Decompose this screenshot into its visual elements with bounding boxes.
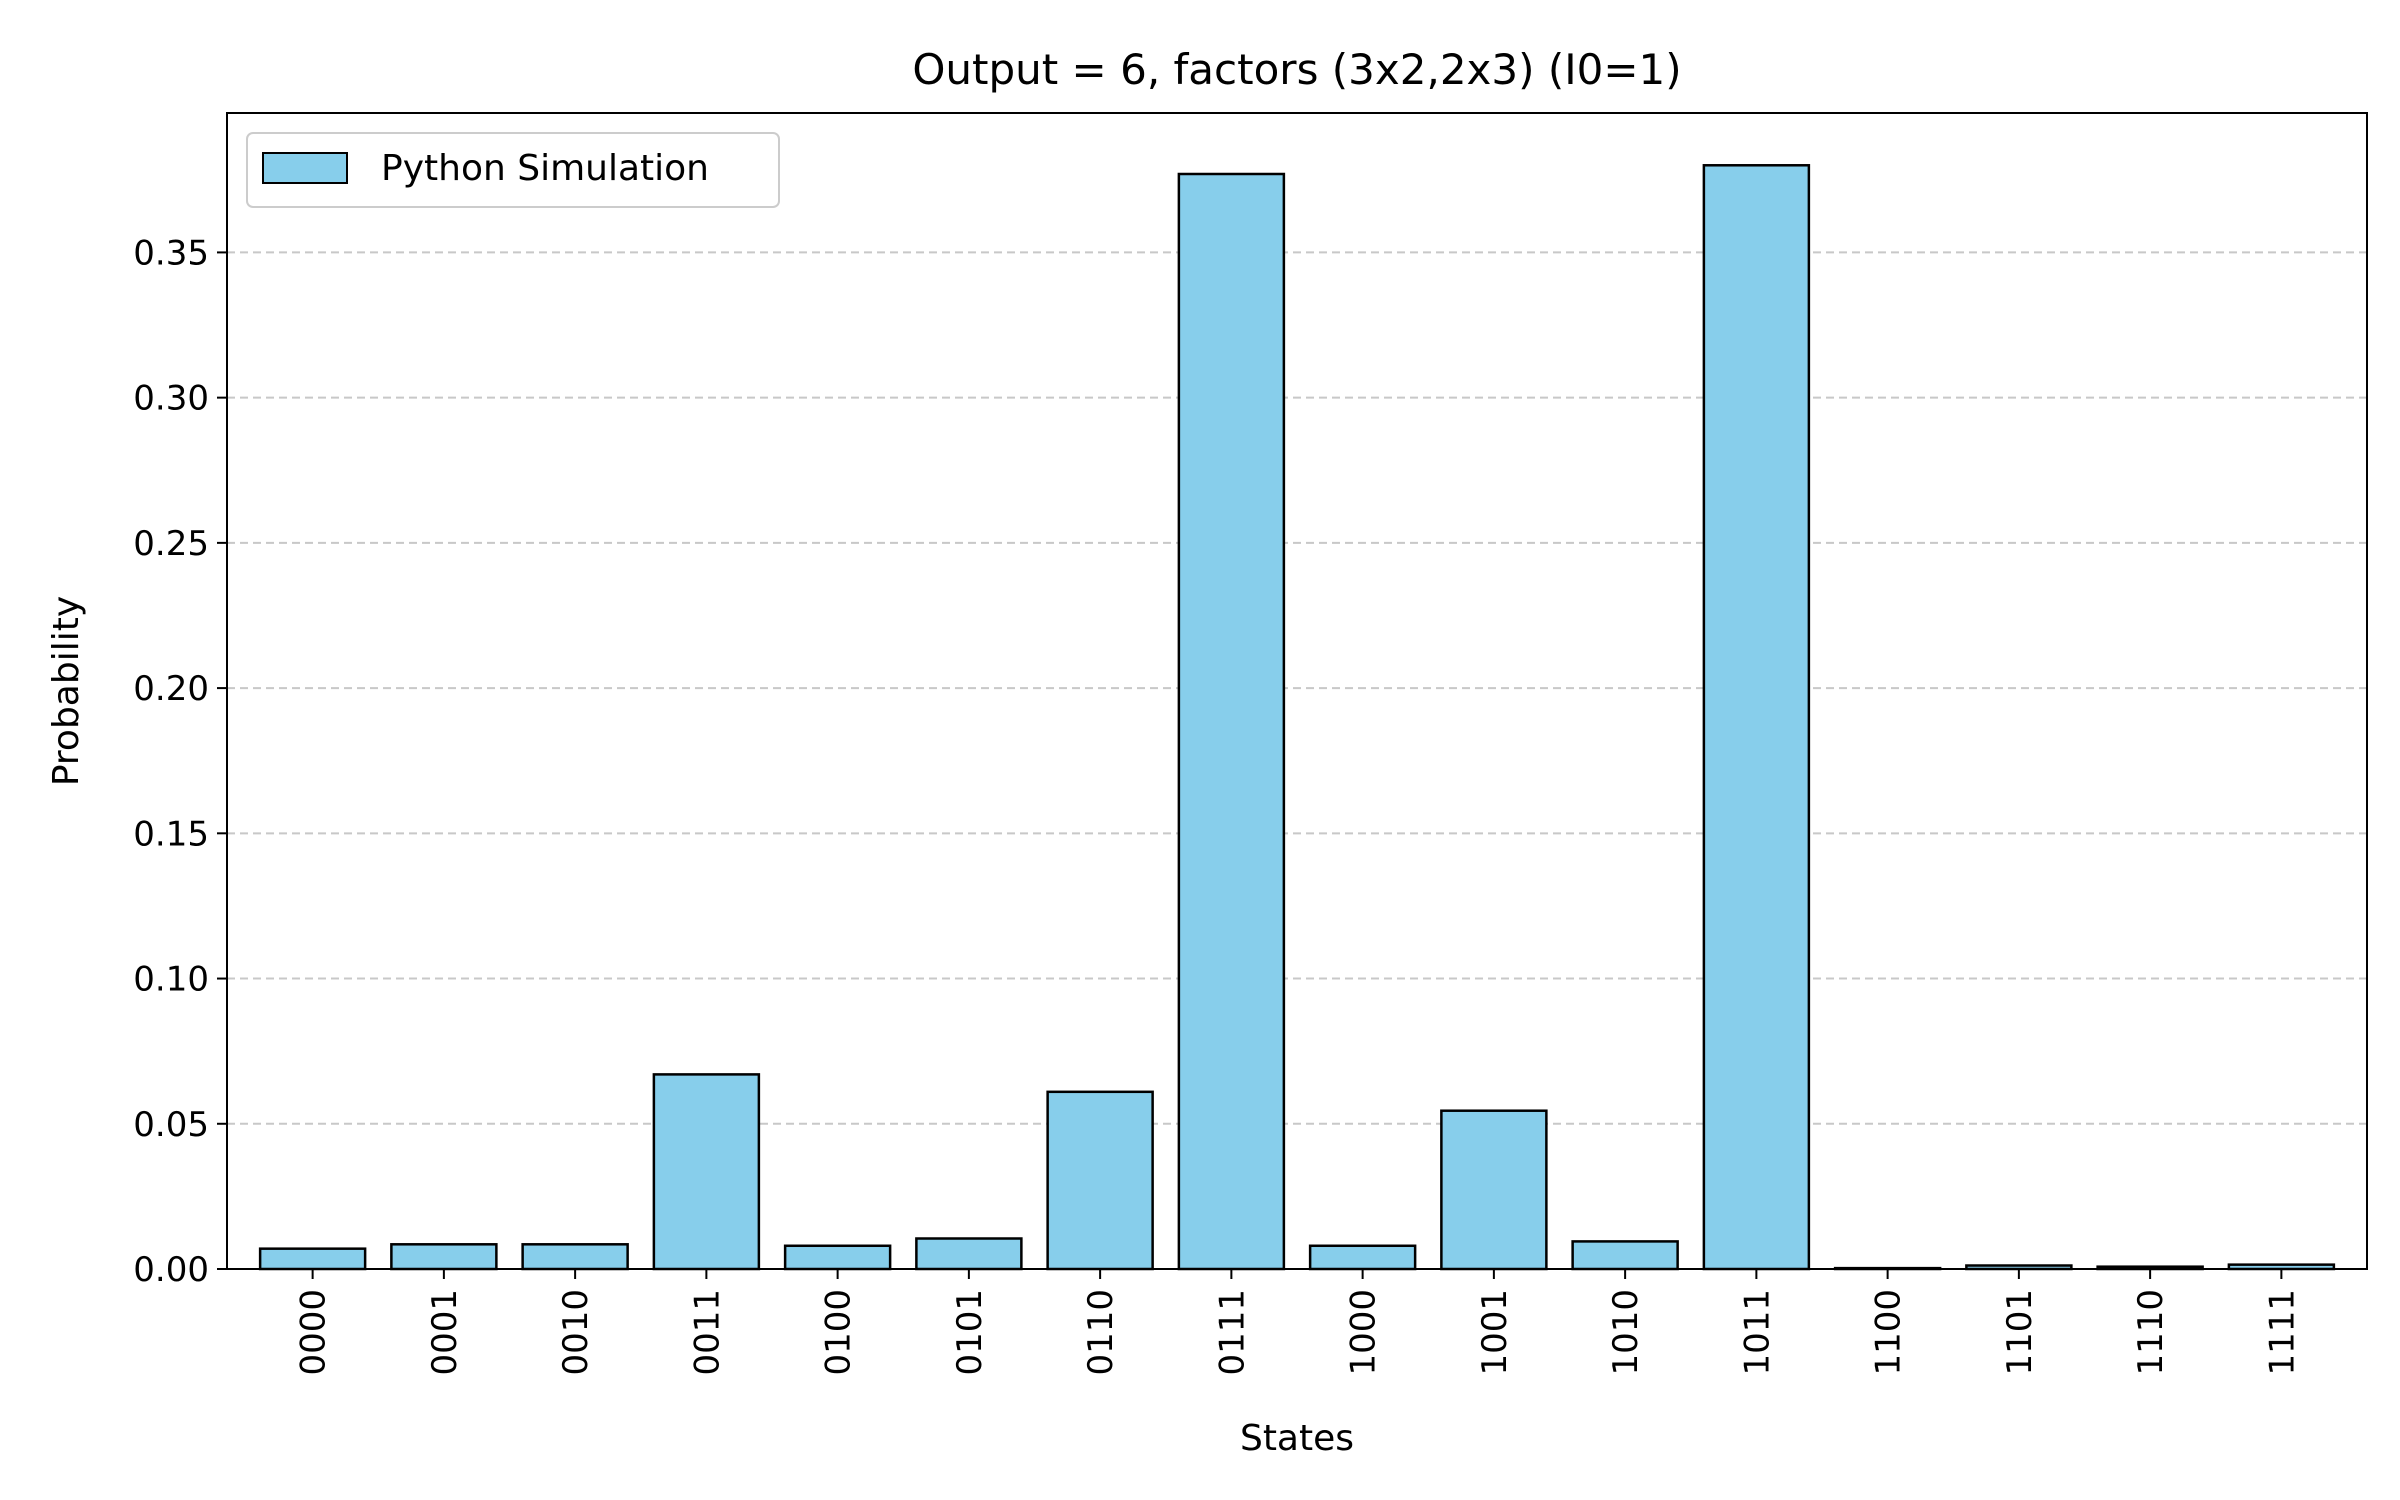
x-tick-label-0011: 0011 [687,1289,727,1376]
plot-frame [226,112,2368,1270]
y-tick-label: 0.15 [133,814,209,854]
y-tick-label: 0.35 [133,233,209,273]
y-tick-label: 0.05 [133,1105,209,1145]
grid-lines [227,251,2367,1125]
x-tick-label-0000: 0000 [294,1289,334,1376]
x-axis: 0000 0001 0010 0011 0100 0101 0110 0111 1000 1001… [294,1269,2302,1376]
legend: Python Simulation [246,132,780,208]
bar-1011 [1702,164,1811,1271]
x-tick-label-0111: 0111 [1212,1289,1252,1376]
x-tick-label-1000: 1000 [1344,1289,1384,1376]
y-tick-label: 0.25 [133,524,209,564]
bars [258,164,2336,1271]
x-tick-label-0110: 0110 [1081,1289,1121,1376]
bar-1001 [1440,1109,1548,1271]
x-tick-label-0001: 0001 [425,1289,465,1376]
x-tick-label-1010: 1010 [1606,1289,1646,1376]
x-tick-label-1001: 1001 [1475,1289,1515,1376]
legend-swatch-python-simulation [262,152,348,184]
bar-0111 [1177,172,1286,1271]
y-axis-label: Probability [46,596,87,786]
bar-0101 [915,1237,1023,1271]
x-tick-label-0101: 0101 [950,1289,990,1376]
x-tick-label-0100: 0100 [819,1289,859,1376]
y-tick-label: 0.10 [133,960,209,1000]
chart-title: Output = 6, factors (3x2,2x3) (I0=1) [912,45,1681,94]
legend-box [246,132,780,208]
bar-0011 [652,1073,761,1271]
bar-0110 [1046,1090,1154,1271]
x-tick-label-1110: 1110 [2131,1289,2171,1376]
bar-0100 [783,1244,892,1271]
x-tick-label-1111: 1111 [2262,1289,2302,1376]
y-tick-label: 0.00 [133,1250,209,1290]
bar-1010 [1571,1240,1679,1271]
y-tick-label: 0.20 [133,669,209,709]
legend-label-python-simulation: Python Simulation [381,148,709,189]
x-tick-label-1011: 1011 [1737,1289,1777,1376]
x-tick-label-1100: 1100 [1869,1289,1909,1376]
y-axis: 0.00 0.05 0.10 0.15 0.20 0.25 0.30 0.35 [133,233,227,1290]
bar-0010 [521,1243,629,1271]
x-tick-label-0010: 0010 [556,1289,596,1376]
y-tick-label: 0.30 [133,379,209,419]
bar-0000 [258,1247,367,1271]
x-tick-label-1101: 1101 [2000,1289,2040,1376]
x-axis-label: States [1240,1418,1354,1459]
bar-1000 [1308,1244,1417,1271]
bar-0001 [390,1243,498,1271]
